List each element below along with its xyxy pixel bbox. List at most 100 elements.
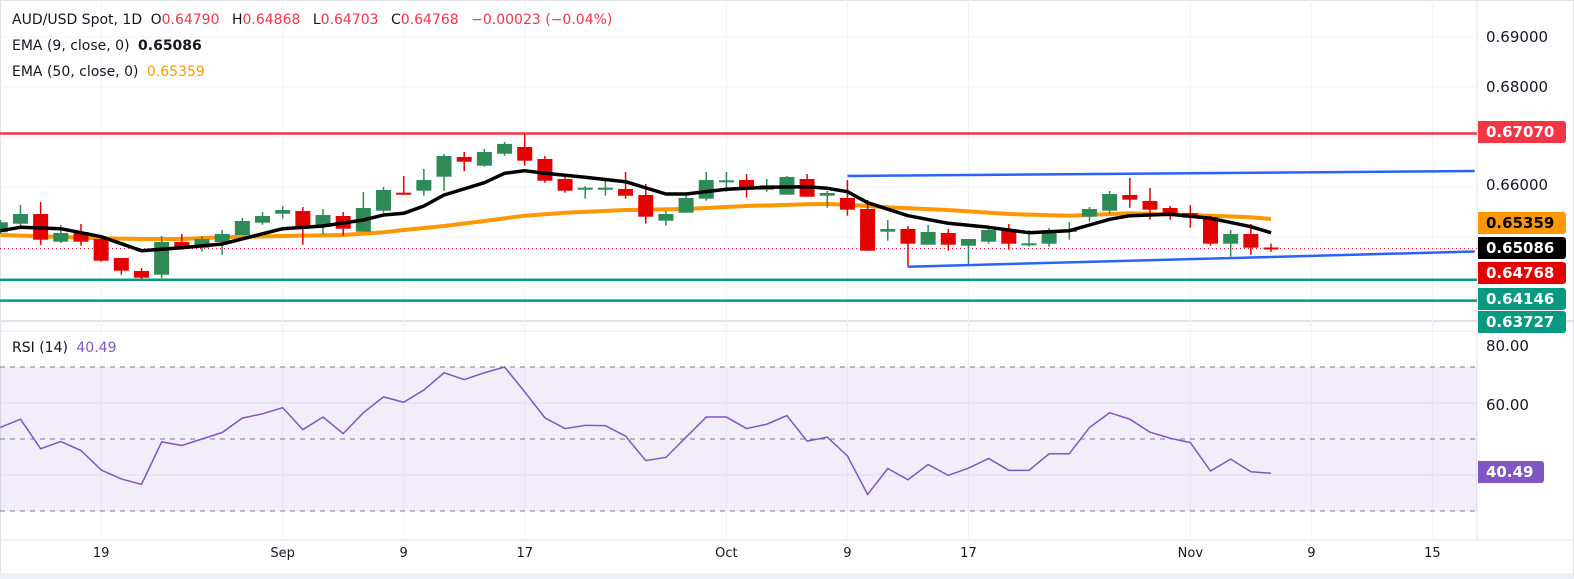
time-tick-label: Oct (715, 546, 738, 561)
candle-down (1001, 229, 1017, 244)
symbol-title: AUD/USD Spot, 1D (12, 12, 143, 28)
time-tick-label: 9 (1307, 546, 1316, 561)
candle-up (12, 214, 28, 224)
candle-down (900, 229, 916, 244)
price-tick: 0.69000 (1486, 28, 1549, 46)
candle-up (275, 210, 291, 214)
candle-up (1021, 243, 1037, 246)
candle-up (960, 239, 976, 246)
candle-up (658, 214, 674, 221)
candle-up (416, 180, 432, 191)
price-tag-last: 0.64768 (1478, 262, 1566, 284)
candle-down (1243, 234, 1259, 248)
candle-up (154, 242, 170, 275)
time-tick-label: 9 (399, 546, 408, 561)
price-tag-support1: 0.64146 (1478, 288, 1566, 310)
candle-down (1263, 247, 1279, 250)
rsi-tick: 60.00 (1486, 396, 1529, 414)
candle-down (295, 211, 311, 228)
candle-up (678, 198, 694, 213)
candle-up (497, 144, 513, 154)
ema50-legend[interactable]: EMA (50, close, 0) 0.65359 (12, 64, 209, 80)
candle-down (456, 157, 472, 162)
candle-down (940, 233, 956, 245)
time-tick-label: 17 (516, 546, 533, 561)
candle-down (1162, 208, 1178, 215)
candle-down (860, 209, 876, 251)
price-tick: 0.68000 (1486, 78, 1549, 96)
candle-up (436, 156, 452, 177)
ema50-label: EMA (50, close, 0) (12, 64, 139, 80)
candle-down (839, 198, 855, 210)
ema9-value: 0.65086 (138, 38, 202, 54)
candle-up (819, 193, 835, 196)
candle-up (234, 221, 250, 235)
ema9-line (0, 168, 1272, 253)
candle-down (113, 258, 129, 271)
candle-down (133, 271, 149, 278)
candle-down (537, 159, 553, 181)
candle-up (577, 187, 593, 190)
candle-up (53, 233, 69, 242)
candle-up (718, 180, 734, 183)
open-value: 0.64790 (161, 12, 220, 28)
low-value: 0.64703 (320, 12, 379, 28)
channel-lower-line (907, 250, 1475, 268)
rsi-label: RSI (14) (12, 340, 68, 356)
candle-down (739, 180, 755, 189)
change-value: −0.00023 (−0.04%) (471, 12, 613, 28)
candle-up (376, 190, 392, 211)
candle-up (255, 216, 271, 223)
candle-down (618, 189, 634, 196)
candle-up (476, 152, 492, 166)
high-value: 0.64868 (242, 12, 301, 28)
candle-down (557, 179, 573, 191)
price-tag-support2: 0.63727 (1478, 311, 1566, 333)
candle-down (1122, 195, 1138, 200)
time-tick-label: 17 (960, 546, 977, 561)
candle-up (214, 234, 230, 242)
price-tick: 0.66000 (1486, 176, 1549, 194)
candle-up (1102, 194, 1118, 211)
symbol-legend: AUD/USD Spot, 1D O0.64790 H0.64868 L0.64… (12, 12, 616, 28)
candle-down (1142, 201, 1158, 210)
ema9-label: EMA (9, close, 0) (12, 38, 130, 54)
candle-up (920, 232, 936, 245)
candle-down (396, 192, 412, 195)
time-tick-label: 15 (1424, 546, 1441, 561)
close-label: C (391, 12, 401, 28)
rsi-value: 40.49 (76, 340, 117, 356)
candle-down (638, 195, 654, 217)
candle-down (93, 239, 109, 261)
time-tick-label: Sep (270, 546, 295, 561)
price-tag-ema50: 0.65359 (1478, 212, 1566, 234)
price-tag-resistance: 0.67070 (1478, 121, 1566, 143)
time-tick-label: Nov (1177, 546, 1204, 561)
candle-up (981, 230, 997, 242)
ema9-legend[interactable]: EMA (9, close, 0) 0.65086 (12, 38, 206, 54)
candle-up (194, 239, 210, 248)
close-value: 0.64768 (400, 12, 459, 28)
high-label: H (231, 12, 243, 28)
candle-down (517, 147, 533, 161)
candle-down (174, 242, 190, 248)
candle-up (1081, 209, 1097, 217)
time-tick-label: 9 (843, 546, 852, 561)
rsi-legend[interactable]: RSI (14) 40.49 (12, 340, 120, 356)
open-label: O (150, 12, 162, 28)
rsi-tag: 40.49 (1478, 461, 1544, 483)
channel-upper-line (847, 169, 1475, 178)
ema50-line (0, 202, 1272, 241)
candle-up (880, 229, 896, 232)
ema50-value: 0.65359 (146, 64, 205, 80)
candle-up (0, 222, 8, 233)
candle-down (73, 232, 89, 242)
rsi-line (0, 366, 1272, 496)
candle-up (698, 180, 714, 199)
price-tag-ema9: 0.65086 (1478, 237, 1566, 259)
candle-up (597, 187, 613, 190)
candle-down (1203, 217, 1218, 244)
candle-up (1223, 234, 1239, 244)
low-label: L (312, 12, 321, 28)
